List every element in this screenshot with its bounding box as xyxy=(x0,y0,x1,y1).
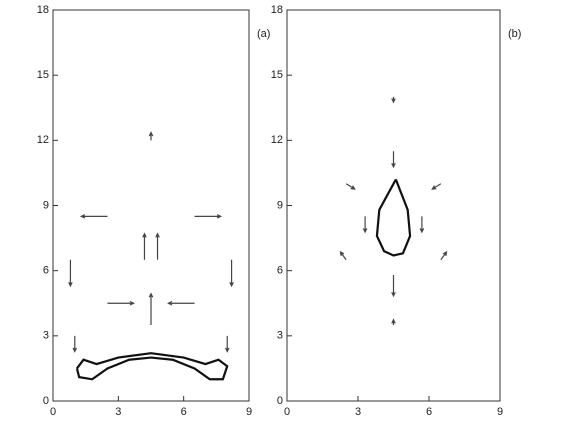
y-tick-label: 3 xyxy=(277,330,283,342)
y-tick-label: 18 xyxy=(37,4,49,16)
velocity-vector xyxy=(79,214,108,219)
x-tick-label: 3 xyxy=(115,406,121,418)
velocity-vector xyxy=(391,96,396,104)
y-tick-label: 6 xyxy=(277,265,283,277)
velocity-vector xyxy=(229,259,234,288)
velocity-vector xyxy=(391,318,396,325)
velocity-vector xyxy=(155,232,160,260)
x-tick-label: 0 xyxy=(50,406,56,418)
y-tick-label: 9 xyxy=(43,199,49,211)
x-tick-label: 9 xyxy=(246,406,252,418)
y-tick-label: 15 xyxy=(271,69,283,81)
velocity-vector xyxy=(194,214,223,219)
interface-curve xyxy=(75,352,229,381)
panel-label: (a) xyxy=(257,28,270,40)
velocity-vector xyxy=(419,216,425,234)
velocity-vector xyxy=(362,216,368,234)
y-tick-label: 3 xyxy=(43,330,49,342)
y-tick-label: 6 xyxy=(43,265,49,277)
velocity-vector xyxy=(148,292,154,325)
velocity-vector xyxy=(72,335,78,353)
velocity-vector xyxy=(440,250,448,261)
velocity-vector xyxy=(339,250,347,261)
x-tick-label: 0 xyxy=(284,406,290,418)
y-tick-label: 18 xyxy=(271,4,283,16)
velocity-vector xyxy=(224,335,230,353)
y-tick-label: 15 xyxy=(37,69,49,81)
y-tick-label: 9 xyxy=(277,199,283,211)
y-tick-label: 0 xyxy=(277,395,283,407)
plot-frame xyxy=(52,9,250,402)
x-tick-label: 6 xyxy=(426,406,432,418)
x-tick-label: 6 xyxy=(181,406,187,418)
panel-label: (b) xyxy=(508,28,521,40)
y-tick-label: 12 xyxy=(271,134,283,146)
x-tick-label: 9 xyxy=(497,406,503,418)
y-tick-label: 0 xyxy=(43,395,49,407)
velocity-vector xyxy=(167,300,195,306)
velocity-vector xyxy=(107,300,135,306)
interface-curve xyxy=(375,178,412,257)
velocity-vector xyxy=(391,275,396,298)
velocity-vector xyxy=(431,183,442,190)
velocity-vector xyxy=(391,151,396,169)
velocity-vector xyxy=(345,183,356,190)
velocity-vector xyxy=(142,232,147,260)
x-tick-label: 3 xyxy=(355,406,361,418)
velocity-vector xyxy=(148,131,154,141)
plot-frame xyxy=(286,9,501,402)
velocity-vector xyxy=(68,259,73,288)
y-tick-label: 12 xyxy=(37,134,49,146)
